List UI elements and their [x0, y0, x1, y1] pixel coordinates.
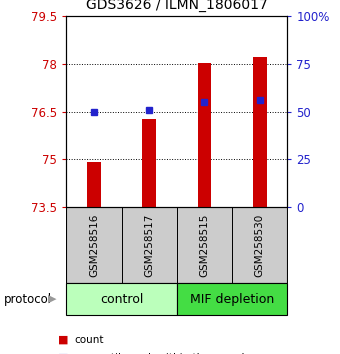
- Text: ■: ■: [58, 353, 68, 354]
- Text: control: control: [100, 293, 143, 306]
- Bar: [122, 207, 177, 283]
- Text: percentile rank within the sample: percentile rank within the sample: [75, 353, 251, 354]
- Text: GSM258515: GSM258515: [200, 213, 209, 277]
- Text: GSM258516: GSM258516: [89, 213, 99, 277]
- Text: MIF depletion: MIF depletion: [190, 293, 274, 306]
- Text: GSM258530: GSM258530: [255, 213, 265, 277]
- Bar: [253, 57, 267, 207]
- Bar: [66, 283, 177, 315]
- Text: GSM258517: GSM258517: [144, 213, 154, 277]
- Bar: [66, 207, 122, 283]
- Text: protocol: protocol: [3, 293, 52, 306]
- Text: count: count: [75, 335, 104, 345]
- Bar: [177, 207, 232, 283]
- Bar: [87, 162, 101, 207]
- Text: ■: ■: [58, 335, 68, 345]
- Text: ▶: ▶: [49, 294, 57, 304]
- Title: GDS3626 / ILMN_1806017: GDS3626 / ILMN_1806017: [86, 0, 268, 12]
- Bar: [142, 119, 156, 207]
- Bar: [198, 63, 211, 207]
- Bar: [177, 283, 287, 315]
- Bar: [232, 207, 287, 283]
